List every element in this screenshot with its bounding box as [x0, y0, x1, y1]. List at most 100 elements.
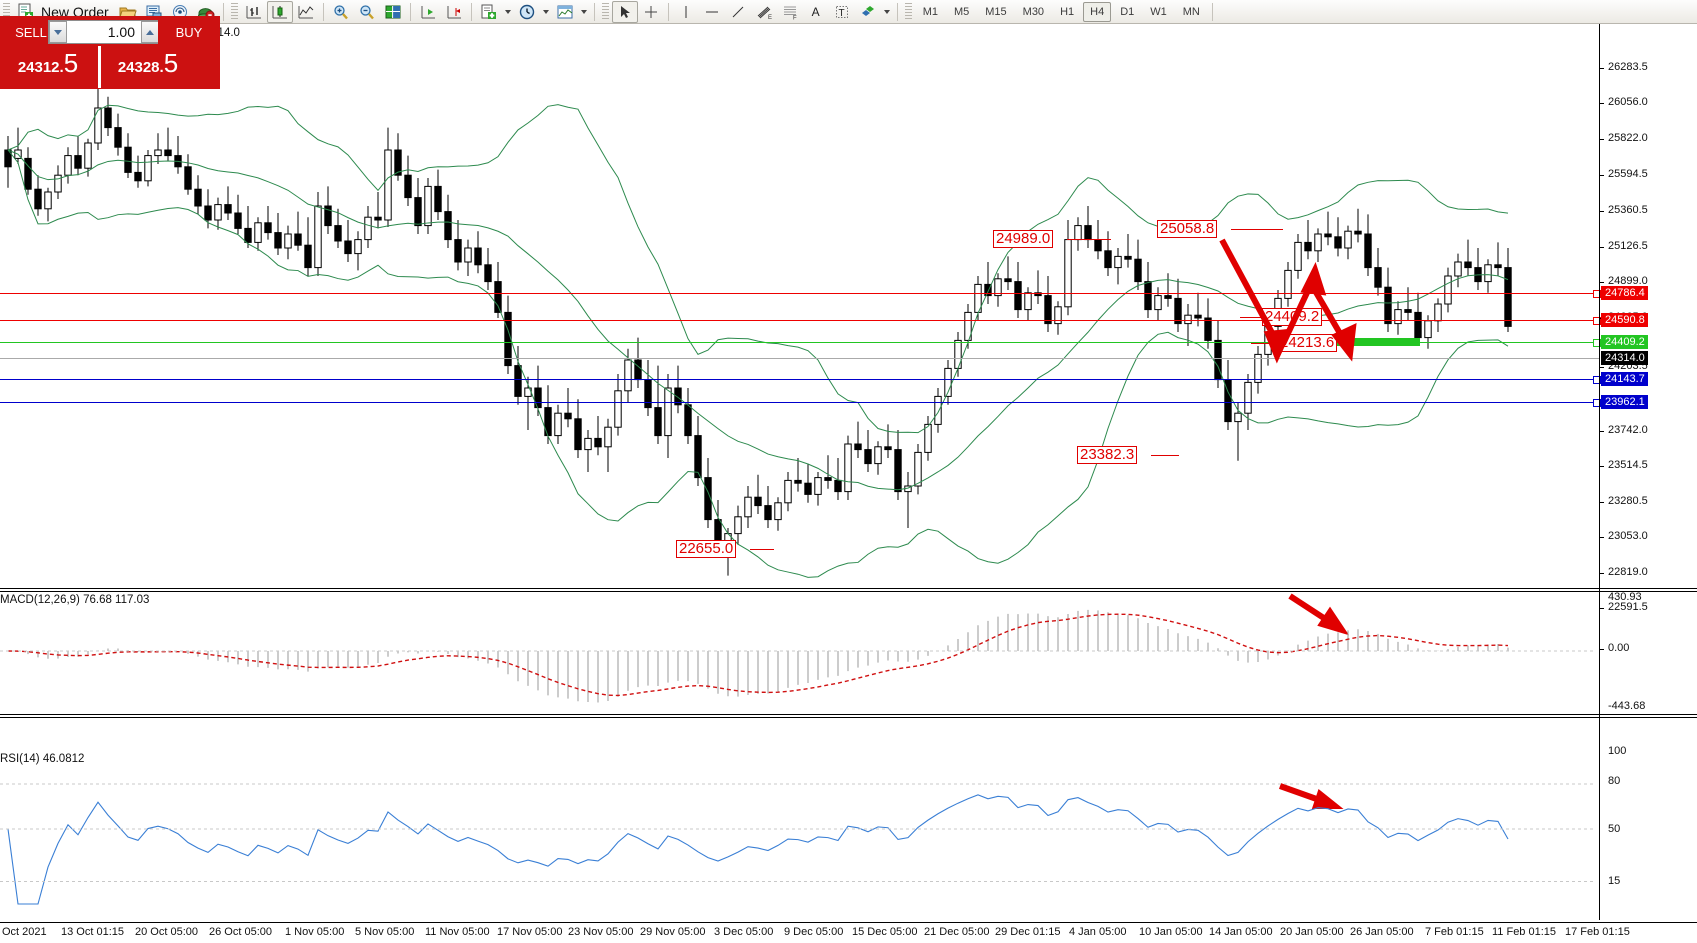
- rsi-canvas: [0, 783, 1596, 905]
- price-annotation[interactable]: 24409.2: [1262, 308, 1323, 326]
- timeframe-h4[interactable]: H4: [1083, 1, 1112, 22]
- chevron-down-icon-2[interactable]: [542, 9, 549, 14]
- rsi-pane-divider: [0, 714, 1697, 715]
- price-level-current-price[interactable]: 24314.0: [1601, 351, 1648, 365]
- price-level-support[interactable]: 24409.2: [1601, 335, 1648, 349]
- svg-text:T: T: [838, 8, 844, 19]
- bar-chart-icon[interactable]: [241, 1, 267, 23]
- chart-area[interactable]: . HK50-,H4 24689.0 24731.5 24270.0 24314…: [0, 24, 1697, 943]
- new-order-label[interactable]: New Order: [41, 3, 109, 20]
- autotrading-icon[interactable]: [193, 1, 219, 23]
- horizontal-line-icon[interactable]: [699, 1, 725, 23]
- buy-price-dot: .: [159, 59, 164, 76]
- price-scale[interactable]: 26283.5 26056.0 25822.0 25594.5 25360.5 25126…: [1599, 24, 1697, 920]
- level-line-resistance[interactable]: [0, 320, 1600, 321]
- fibonacci-icon[interactable]: F: [777, 1, 803, 23]
- toolbar-grip-3[interactable]: [601, 2, 609, 21]
- time-label: 15 Dec 05:00: [852, 926, 918, 938]
- chevron-down-icon-3[interactable]: [580, 9, 587, 14]
- level-line-current-price[interactable]: [0, 358, 1600, 359]
- price-annotation[interactable]: 23382.3: [1077, 446, 1138, 464]
- time-label: 1 Nov 05:00: [285, 926, 345, 938]
- time-label: 26 Oct 05:00: [209, 926, 272, 938]
- one-click-trading-panel[interactable]: SELL 1.00 BUY 24312 . 5 24328 . 5: [0, 16, 220, 89]
- volume-decrease-button[interactable]: [49, 21, 67, 43]
- time-scale[interactable]: Oct 2021 13 Oct 01:15 20 Oct 05:00 26 Oct 0…: [0, 922, 1697, 943]
- time-label: 17 Feb 01:15: [1565, 926, 1630, 938]
- volume-input[interactable]: 1.00: [107, 24, 135, 40]
- price-level-resistance[interactable]: 24590.8: [1601, 313, 1648, 327]
- annotation-stem: [750, 549, 774, 550]
- level-handle[interactable]: [1593, 317, 1601, 325]
- timeframe-m15[interactable]: M15: [985, 5, 1007, 18]
- timeframe-h1[interactable]: H1: [1060, 5, 1075, 18]
- rsi-scale-100: 100: [1608, 745, 1627, 757]
- data-window-icon[interactable]: [380, 1, 406, 23]
- zoom-out-icon[interactable]: [354, 1, 380, 23]
- buy-price-frac: 5: [163, 48, 179, 78]
- time-label: 9 Dec 05:00: [784, 926, 844, 938]
- text-icon[interactable]: A: [811, 4, 820, 19]
- rsi-scale: 100 80 50 15: [1599, 718, 1697, 920]
- price-annotation[interactable]: 22655.0: [676, 540, 737, 558]
- buy-price[interactable]: 24328 . 5: [100, 48, 196, 86]
- timeframe-m1[interactable]: M1: [922, 5, 938, 18]
- line-chart-icon[interactable]: [293, 1, 319, 23]
- timeframe-m30[interactable]: M30: [1022, 5, 1045, 18]
- sell-price[interactable]: 24312 . 5: [0, 48, 96, 86]
- rsi-pane-divider-2: [0, 717, 1697, 718]
- svg-text:F: F: [793, 15, 797, 20]
- toolbar-separator-4: [470, 2, 472, 21]
- time-label: 21 Dec 05:00: [924, 926, 990, 938]
- annotation-stem: [1231, 229, 1283, 230]
- level-handle[interactable]: [1593, 339, 1601, 347]
- zoom-in-icon[interactable]: [328, 1, 354, 23]
- crosshair-icon[interactable]: [638, 1, 664, 23]
- toolbar-separator-8: [1211, 2, 1213, 21]
- indicators-icon[interactable]: [476, 1, 502, 23]
- macd-scale-zero: 0.00: [1608, 642, 1630, 654]
- timeframe-w1[interactable]: W1: [1150, 5, 1167, 18]
- toolbar-separator-2: [322, 2, 324, 21]
- volume-increase-button[interactable]: [141, 21, 159, 43]
- macd-pane-divider-2: [0, 591, 1697, 592]
- level-handle[interactable]: [1593, 290, 1601, 298]
- equidistant-channel-icon[interactable]: E: [751, 1, 777, 23]
- volume-stepper[interactable]: 1.00: [48, 20, 160, 44]
- price-level-pivot[interactable]: 23962.1: [1601, 395, 1648, 409]
- timeframe-mn[interactable]: MN: [1182, 5, 1200, 18]
- price-level-resistance[interactable]: 24786.4: [1601, 286, 1648, 300]
- level-line-support[interactable]: [0, 342, 1600, 343]
- buy-button[interactable]: BUY: [158, 20, 220, 44]
- time-label: 23 Nov 05:00: [568, 926, 634, 938]
- timeframe-m5[interactable]: M5: [953, 5, 970, 18]
- vertical-line-icon[interactable]: [673, 1, 699, 23]
- time-label: 4 Jan 05:00: [1069, 926, 1127, 938]
- timeframe-d1[interactable]: D1: [1120, 5, 1135, 18]
- price-annotation[interactable]: 24989.0: [993, 230, 1054, 248]
- trendline-icon[interactable]: [725, 1, 751, 23]
- toolbar-grip[interactable]: [3, 2, 10, 21]
- chart-shift-icon[interactable]: [441, 1, 467, 23]
- objects-icon[interactable]: [855, 1, 881, 23]
- text-label-icon[interactable]: T: [829, 1, 855, 23]
- time-label: 13 Oct 01:15: [61, 926, 124, 938]
- level-line-pivot[interactable]: [0, 402, 1600, 403]
- level-handle[interactable]: [1593, 399, 1601, 407]
- price-annotation[interactable]: 24213.6: [1277, 334, 1338, 352]
- chevron-down-icon[interactable]: [504, 9, 511, 14]
- auto-scroll-icon[interactable]: [415, 1, 441, 23]
- level-handle[interactable]: [1593, 376, 1601, 384]
- templates-icon[interactable]: [552, 1, 578, 23]
- toolbar-grip-4[interactable]: [904, 2, 912, 21]
- candlestick-chart-icon[interactable]: [266, 0, 293, 23]
- price-level-pivot[interactable]: 24143.7: [1601, 372, 1648, 386]
- chevron-down-icon-4[interactable]: [883, 9, 890, 14]
- level-line-pivot[interactable]: [0, 379, 1600, 380]
- annotation-stem: [1251, 343, 1277, 344]
- price-annotation[interactable]: 25058.8: [1157, 220, 1218, 238]
- toolbar-grip-2[interactable]: [230, 2, 238, 21]
- periods-icon[interactable]: [514, 1, 540, 23]
- level-line-resistance[interactable]: [0, 293, 1600, 294]
- cursor-icon[interactable]: [611, 0, 638, 23]
